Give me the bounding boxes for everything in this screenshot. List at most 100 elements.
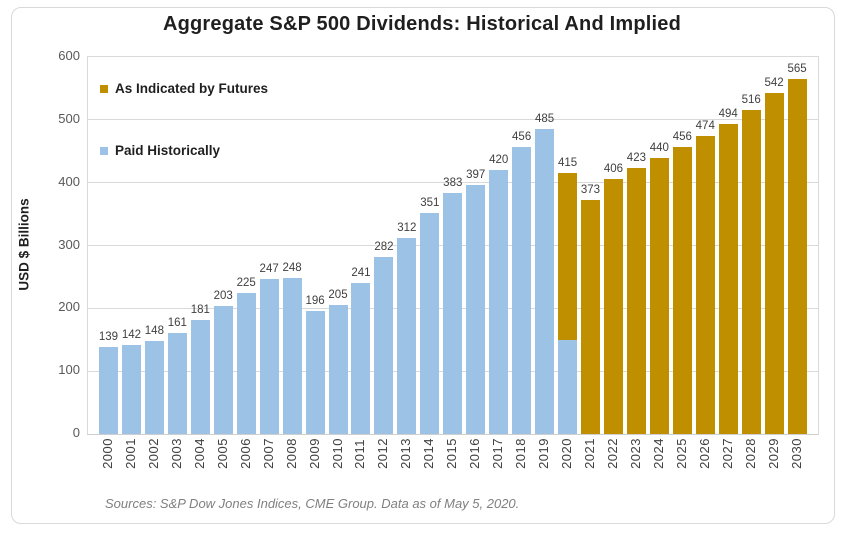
x-axis-label-text: 2028 (742, 438, 758, 469)
bar-value-label-2008: 248 (282, 262, 302, 275)
bar-value-label-2011: 241 (351, 266, 371, 279)
x-axis-label-2003: 2003 (167, 438, 186, 469)
bar-2016: 397 (466, 57, 485, 434)
y-axis: 0 100 200 300 400 500 600 (0, 48, 80, 440)
x-axis-label-text: 2030 (788, 438, 804, 469)
y-axis-tick-label-500: 500 (58, 110, 80, 126)
x-axis-label-text: 2007 (260, 438, 276, 469)
x-axis-label-text: 2019 (536, 438, 552, 469)
bar-segment-historical-2020 (558, 339, 578, 434)
bar-segment-futures-2025 (672, 147, 692, 434)
bar-value-label-2006: 225 (236, 276, 256, 289)
bar-segment-historical-2015 (443, 193, 463, 434)
legend-item-historical: Paid Historically (100, 143, 220, 158)
bar-segment-futures-2027 (718, 123, 738, 434)
bar-2022: 406 (604, 57, 623, 434)
bar-segment-historical-2004 (190, 320, 210, 434)
bar-value-label-2026: 474 (695, 120, 715, 133)
bar-series: 139 142 148 161 181 203 225 247 248 196 205 241 282 3… (88, 57, 818, 434)
bar-value-label-2016: 397 (466, 168, 486, 181)
bar-segment-futures-2022 (603, 178, 623, 434)
historical-legend-label: Paid Historically (115, 143, 221, 158)
bar-value-label-2018: 456 (512, 131, 532, 144)
bar-2012: 282 (374, 57, 394, 434)
x-axis-label-2019: 2019 (534, 438, 553, 469)
x-axis-label-2011: 2011 (350, 438, 369, 469)
x-axis-label-text: 2018 (513, 438, 529, 469)
bar-segment-historical-2005 (213, 306, 233, 434)
x-axis-label-2007: 2007 (259, 438, 278, 469)
bar-value-label-2021: 373 (580, 183, 601, 196)
x-axis-label-2027: 2027 (718, 438, 737, 469)
chart-plot-area: As Indicated by Futures Paid Historicall… (87, 56, 819, 435)
bar-2028: 516 (742, 57, 761, 434)
historical-legend-swatch (100, 146, 108, 155)
bar-2023: 423 (627, 57, 646, 434)
bar-2013: 312 (397, 57, 416, 434)
bar-2005: 203 (214, 57, 233, 434)
bar-segment-futures-2024 (649, 157, 669, 434)
x-axis-label-2012: 2012 (373, 438, 392, 469)
x-axis-label-text: 2015 (444, 438, 460, 469)
bar-segment-historical-2001 (121, 344, 141, 434)
bar-segment-historical-2007 (259, 278, 279, 434)
bar-value-label-2017: 420 (489, 154, 509, 167)
bar-2014: 351 (420, 57, 439, 434)
bar-2000: 139 (99, 57, 118, 434)
y-axis-tick-label-400: 400 (58, 173, 80, 189)
bar-value-label-2012: 282 (374, 240, 394, 253)
bar-value-label-2023: 423 (626, 152, 646, 165)
bar-2018: 456 (512, 57, 531, 434)
y-axis-tick-label-300: 300 (58, 236, 80, 252)
x-axis-label-text: 2025 (673, 438, 689, 469)
bar-value-label-2014: 351 (420, 197, 440, 210)
x-axis-label-text: 2020 (559, 438, 575, 469)
bar-value-label-2007: 247 (259, 262, 279, 275)
bar-2001: 142 (122, 57, 141, 434)
bar-value-label-2001: 142 (121, 328, 142, 341)
bar-segment-historical-2016 (466, 184, 486, 434)
bar-segment-historical-2013 (397, 237, 417, 434)
x-axis-label-2000: 2000 (98, 438, 117, 469)
bar-2011: 241 (351, 57, 371, 434)
x-axis-label-text: 2017 (490, 438, 506, 469)
x-axis-label-text: 2002 (145, 438, 161, 469)
bar-2017: 420 (489, 57, 508, 434)
x-axis: 2000 2001 2002 2003 2004 2005 2006 2007 2008 2009… (87, 438, 817, 469)
x-axis-label-text: 2011 (352, 438, 368, 469)
x-axis-label-2023: 2023 (626, 438, 645, 469)
bar-2020: 415 (558, 57, 577, 434)
bar-segment-futures-2030 (787, 79, 807, 434)
bar-segment-historical-2003 (167, 332, 187, 434)
x-axis-label-2017: 2017 (488, 438, 507, 469)
x-axis-label-2026: 2026 (695, 438, 714, 469)
bar-2025: 456 (673, 57, 692, 434)
bar-value-label-2030: 565 (787, 63, 807, 75)
bar-2019: 485 (535, 57, 554, 434)
bar-value-label-2009: 196 (305, 294, 325, 307)
x-axis-label-text: 2000 (99, 438, 115, 469)
bar-2024: 440 (650, 57, 669, 434)
bar-2030: 565 (787, 57, 807, 434)
bar-segment-historical-2014 (420, 213, 440, 434)
bar-value-label-2002: 148 (144, 325, 164, 338)
x-axis-label-text: 2006 (237, 438, 253, 469)
x-axis-label-2008: 2008 (282, 438, 301, 469)
x-axis-label-text: 2016 (467, 438, 483, 469)
bar-segment-historical-2008 (282, 278, 302, 434)
bar-segment-futures-2020 (558, 173, 578, 340)
x-axis-label-text: 2008 (283, 438, 299, 469)
x-axis-label-2006: 2006 (236, 438, 255, 469)
x-axis-label-2022: 2022 (603, 438, 622, 469)
bar-value-label-2022: 406 (603, 162, 624, 175)
bar-value-label-2005: 203 (213, 290, 233, 303)
bar-2009: 196 (305, 57, 325, 434)
x-axis-label-text: 2001 (122, 438, 138, 469)
source-note: Sources: S&P Dow Jones Indices, CME Grou… (105, 496, 520, 511)
bar-value-label-2015: 383 (443, 177, 463, 190)
x-axis-label-2015: 2015 (442, 438, 461, 469)
bar-value-label-2000: 139 (98, 330, 119, 343)
bar-segment-historical-2009 (305, 310, 325, 434)
bar-2021: 373 (581, 57, 600, 434)
